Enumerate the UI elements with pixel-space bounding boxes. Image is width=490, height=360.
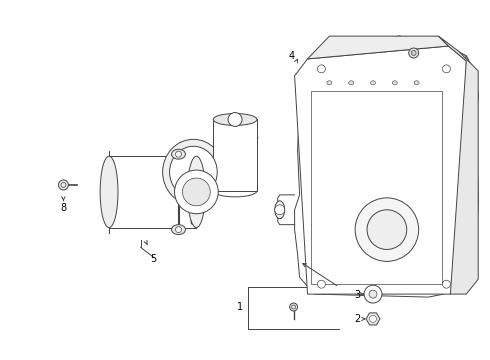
Circle shape xyxy=(175,227,181,233)
Circle shape xyxy=(355,198,418,261)
Ellipse shape xyxy=(172,149,185,159)
Circle shape xyxy=(58,180,69,190)
Ellipse shape xyxy=(213,113,257,125)
Circle shape xyxy=(182,178,210,206)
Circle shape xyxy=(369,290,377,298)
Circle shape xyxy=(442,65,450,73)
Ellipse shape xyxy=(213,185,257,197)
Circle shape xyxy=(174,170,218,214)
Text: 2: 2 xyxy=(354,314,360,324)
Circle shape xyxy=(275,205,285,215)
Text: 1: 1 xyxy=(237,302,243,312)
Circle shape xyxy=(364,285,382,303)
Circle shape xyxy=(290,303,297,311)
Circle shape xyxy=(369,315,376,323)
Circle shape xyxy=(411,50,416,55)
Ellipse shape xyxy=(188,156,205,228)
Ellipse shape xyxy=(327,81,332,85)
Ellipse shape xyxy=(349,81,354,85)
Ellipse shape xyxy=(370,81,375,85)
Text: 6: 6 xyxy=(189,217,196,227)
Text: 5: 5 xyxy=(150,255,157,264)
Ellipse shape xyxy=(163,139,224,205)
Polygon shape xyxy=(439,36,478,294)
Circle shape xyxy=(228,113,242,126)
Polygon shape xyxy=(294,46,466,294)
Polygon shape xyxy=(366,313,380,325)
Polygon shape xyxy=(324,36,476,76)
Circle shape xyxy=(318,280,325,288)
Circle shape xyxy=(442,280,450,288)
Text: 4: 4 xyxy=(289,51,294,61)
Text: 3: 3 xyxy=(354,290,360,300)
Ellipse shape xyxy=(170,146,217,198)
Text: 7: 7 xyxy=(252,137,258,147)
Bar xyxy=(213,120,257,191)
Polygon shape xyxy=(294,36,478,297)
Circle shape xyxy=(318,65,325,73)
Polygon shape xyxy=(460,56,478,279)
Ellipse shape xyxy=(414,81,419,85)
Ellipse shape xyxy=(172,225,185,235)
Circle shape xyxy=(175,151,181,157)
Polygon shape xyxy=(308,36,448,59)
Ellipse shape xyxy=(275,201,285,219)
Circle shape xyxy=(367,210,407,249)
Text: 8: 8 xyxy=(60,203,67,213)
Ellipse shape xyxy=(392,81,397,85)
Circle shape xyxy=(409,48,418,58)
Ellipse shape xyxy=(100,156,118,228)
